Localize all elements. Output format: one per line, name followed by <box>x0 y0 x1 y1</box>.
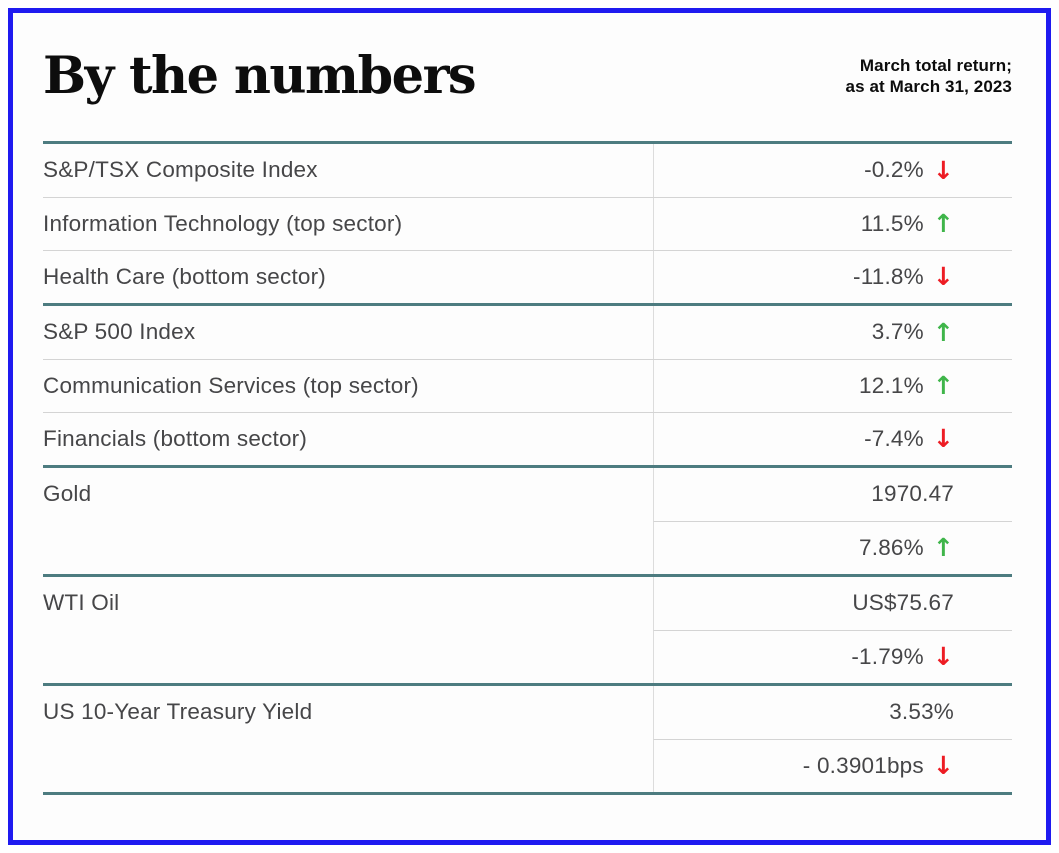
row-label: Information Technology (top sector) <box>43 210 403 236</box>
row-value: 7.86% <box>859 534 924 560</box>
trend-up-icon: ↑ <box>932 209 954 239</box>
table-row: US 10-Year Treasury Yield 3.53% <box>43 685 1012 739</box>
row-value: 1970.47 <box>871 481 954 507</box>
row-value-cell: 3.53% <box>653 685 1012 739</box>
section-treasury: US 10-Year Treasury Yield 3.53% - 0.3901… <box>43 682 1012 792</box>
row-value-cell: 7.86% ↑ <box>653 520 1012 574</box>
row-label: S&P/TSX Composite Index <box>43 157 318 183</box>
row-label: US 10-Year Treasury Yield <box>43 699 313 725</box>
row-label: Health Care (bottom sector) <box>43 263 327 289</box>
row-label <box>43 739 653 792</box>
row-value: 11.5% <box>860 210 924 236</box>
row-label: Communication Services (top sector) <box>43 372 419 398</box>
table-row: S&P/TSX Composite Index -0.2% ↓ <box>43 143 1012 197</box>
row-value-cell: -11.8% ↓ <box>653 250 1012 303</box>
trend-up-icon: ↑ <box>932 317 954 347</box>
header: By the numbers March total return; as at… <box>43 47 1012 106</box>
row-value-cell: 12.1% ↑ <box>653 359 1012 412</box>
content-area: By the numbers March total return; as at… <box>13 47 1046 795</box>
trend-down-icon: ↓ <box>932 155 954 185</box>
row-label: WTI Oil <box>43 590 120 616</box>
trend-up-icon: ↑ <box>932 371 954 401</box>
row-value: -1.79% <box>851 643 924 669</box>
table-row: Financials (bottom sector) -7.4% ↓ <box>43 411 1012 465</box>
row-label <box>43 521 653 574</box>
row-value: 3.53% <box>889 699 954 725</box>
row-value: - 0.3901bps <box>802 752 924 778</box>
row-value: -7.4% <box>864 425 924 451</box>
section-wti-oil: WTI Oil US$75.67 -1.79% ↓ <box>43 573 1012 683</box>
infographic-frame: By the numbers March total return; as at… <box>8 8 1051 845</box>
table-row: -1.79% ↓ <box>43 629 1012 683</box>
row-value-cell: -7.4% ↓ <box>653 412 1012 465</box>
report-note-line2: as at March 31, 2023 <box>845 77 1012 97</box>
row-value-cell: 11.5% ↑ <box>653 197 1012 250</box>
trend-down-icon: ↓ <box>932 424 954 454</box>
table-row: WTI Oil US$75.67 <box>43 576 1012 630</box>
row-value: -0.2% <box>864 157 924 183</box>
report-note: March total return; as at March 31, 2023 <box>846 55 1012 99</box>
row-value: -11.8% <box>853 263 924 289</box>
row-value-cell: US$75.67 <box>653 576 1012 630</box>
row-value-cell: - 0.3901bps ↓ <box>653 738 1012 792</box>
section-sp500: S&P 500 Index 3.7% ↑ Communication Servi… <box>43 302 1012 465</box>
row-label: Gold <box>43 481 92 507</box>
row-value: US$75.67 <box>852 590 954 616</box>
table-row: Communication Services (top sector) 12.1… <box>43 358 1012 412</box>
table-row: S&P 500 Index 3.7% ↑ <box>43 305 1012 359</box>
table-row: Health Care (bottom sector) -11.8% ↓ <box>43 249 1012 303</box>
row-label: S&P 500 Index <box>43 319 196 345</box>
row-label: Financials (bottom sector) <box>43 425 308 451</box>
row-value-cell: 1970.47 <box>653 467 1012 521</box>
table-row: Information Technology (top sector) 11.5… <box>43 196 1012 250</box>
trend-down-icon: ↓ <box>932 751 954 781</box>
report-note-line1: March total return; <box>859 55 1012 75</box>
trend-down-icon: ↓ <box>932 642 954 672</box>
row-value: 3.7% <box>871 319 924 345</box>
section-tsx: S&P/TSX Composite Index -0.2% ↓ Informat… <box>43 140 1012 303</box>
table-row: 7.86% ↑ <box>43 520 1012 574</box>
row-value: 12.1% <box>859 372 924 398</box>
row-value-cell: -1.79% ↓ <box>653 629 1012 683</box>
row-value-cell: 3.7% ↑ <box>653 305 1012 359</box>
trend-down-icon: ↓ <box>932 262 954 292</box>
row-label <box>43 630 653 683</box>
trend-up-icon: ↑ <box>932 533 954 563</box>
section-gold: Gold 1970.47 7.86% ↑ <box>43 464 1012 574</box>
table-row: - 0.3901bps ↓ <box>43 738 1012 792</box>
data-table: S&P/TSX Composite Index -0.2% ↓ Informat… <box>43 140 1012 795</box>
page-title: By the numbers <box>43 46 477 106</box>
table-row: Gold 1970.47 <box>43 467 1012 521</box>
row-value-cell: -0.2% ↓ <box>653 143 1012 197</box>
